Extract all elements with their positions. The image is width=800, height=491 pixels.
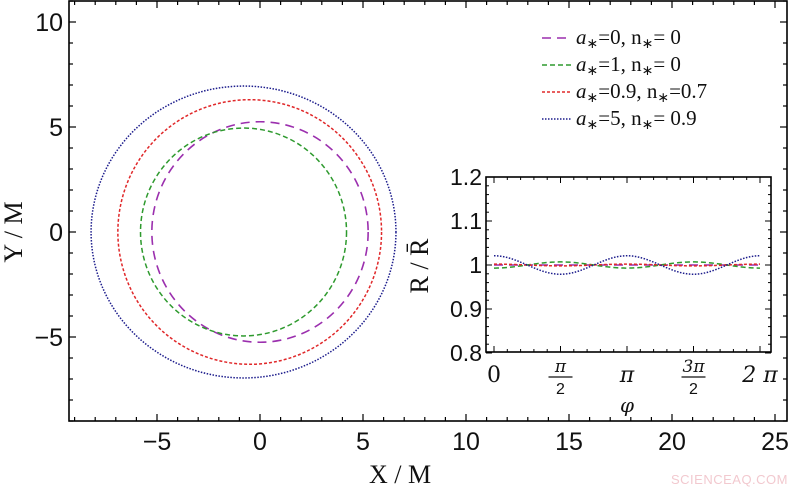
orbit-curve-1: [139, 127, 348, 337]
x-tick-label: 15: [555, 428, 583, 456]
inset-plot: 0.8 0.9 1 1.1 1.2 0 π 2 π 3π 2 2 π φ R / R̄: [405, 164, 778, 417]
inset-y-tick-label: 0.9: [450, 296, 482, 322]
inset-x-tick-numerator: 3π: [683, 357, 706, 377]
y-tick-label: −5: [34, 324, 63, 352]
inset-x-tick-denominator: 2: [556, 381, 565, 398]
inset-x-tick-label: 2 π: [741, 363, 778, 388]
watermark: SCIENCEAQ.COM: [670, 472, 788, 487]
legend-entry-label: a∗=5, n∗= 0.9: [576, 106, 697, 133]
x-tick-label: 0: [253, 428, 267, 456]
inset-y-tick-label: 1.1: [450, 208, 482, 234]
orbit-curve-3: [90, 85, 397, 379]
x-tick-label: 5: [356, 428, 370, 456]
inset-x-tick-denominator: 2: [689, 381, 698, 398]
inset-y-tick-label: 0.8: [450, 340, 482, 366]
x-tick-label: 10: [452, 428, 480, 456]
orbit-curve-2: [117, 98, 383, 366]
inset-x-tick-label: π: [619, 363, 635, 388]
x-tick-label: −5: [143, 428, 172, 456]
inset-x-axis-title: φ: [620, 393, 634, 417]
inset-curve-3: [493, 255, 761, 275]
legend-entry-label: a∗=0.9, n∗=0.7: [576, 79, 707, 106]
inset-y-tick-label: 1: [469, 252, 482, 278]
y-tick-label: 5: [49, 114, 63, 142]
inset-curve-1: [493, 261, 761, 269]
y-tick-label: 0: [49, 219, 63, 247]
inset-x-tick-numerator: π: [554, 357, 567, 377]
x-tick-label: 20: [658, 428, 686, 456]
legend-entry-label: a∗=1, n∗= 0: [576, 52, 681, 79]
legend: a∗=0, n∗= 0a∗=1, n∗= 0a∗=0.9, n∗=0.7a∗=5…: [542, 25, 707, 133]
inset-x-tick-label: 0: [487, 363, 501, 388]
x-axis-title: X / M: [369, 460, 431, 489]
y-axis-title: Y / M: [0, 201, 28, 262]
inset-y-tick-label: 1.2: [450, 164, 482, 190]
inset-y-axis-title: R / R̄: [405, 238, 434, 294]
y-tick-label: 10: [35, 9, 63, 37]
legend-entry-label: a∗=0, n∗= 0: [576, 25, 681, 52]
x-tick-label: 25: [761, 428, 789, 456]
inset-curve-2: [494, 263, 760, 267]
orbit-curve-0: [151, 120, 369, 344]
